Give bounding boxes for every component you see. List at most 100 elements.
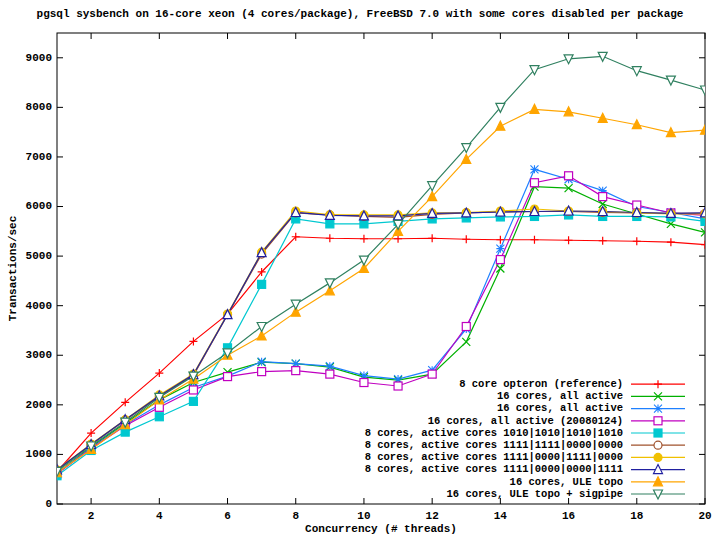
data-point — [496, 207, 505, 216]
y-tick-label: 3000 — [26, 349, 52, 361]
data-point — [257, 248, 266, 257]
legend-marker — [654, 477, 663, 486]
data-point — [496, 207, 504, 215]
legend-label: 16 cores, ULE topo + sigpipe — [447, 488, 623, 500]
y-tick — [57, 156, 705, 157]
data-point — [326, 211, 334, 219]
data-point — [428, 192, 437, 201]
y-tick-label: 7000 — [26, 151, 52, 163]
data-point — [224, 372, 232, 380]
data-point — [667, 238, 675, 246]
x-tick — [295, 33, 296, 504]
data-point — [462, 208, 471, 217]
legend-label: 16 cores, all active — [497, 390, 623, 402]
data-point — [428, 209, 436, 217]
data-point — [121, 418, 130, 427]
data-point — [701, 217, 705, 225]
data-point — [666, 76, 675, 85]
x-tick — [705, 33, 706, 504]
legend-marker — [654, 380, 662, 388]
data-point — [428, 370, 436, 378]
data-point — [223, 310, 232, 319]
y-tick-label: 9000 — [26, 52, 52, 64]
data-point — [496, 245, 504, 253]
series-line — [57, 56, 705, 471]
data-point — [666, 128, 675, 137]
y-tick — [57, 305, 705, 306]
data-point — [496, 208, 504, 216]
series-line — [57, 209, 705, 470]
data-point — [325, 279, 334, 288]
data-point — [121, 398, 129, 406]
x-tick-label: 12 — [426, 510, 439, 522]
data-point — [667, 209, 675, 217]
data-point — [394, 382, 402, 390]
data-point — [632, 207, 641, 216]
data-point — [360, 220, 368, 228]
data-point — [359, 211, 368, 220]
legend-marker — [654, 441, 662, 449]
data-point — [291, 207, 300, 216]
legend-marker — [654, 392, 662, 400]
data-point — [632, 120, 641, 129]
x-tick-label: 4 — [156, 510, 163, 522]
data-point — [428, 234, 436, 242]
y-tick-label: 1000 — [26, 448, 52, 460]
data-point — [530, 236, 538, 244]
data-point — [462, 338, 470, 346]
data-point — [462, 154, 471, 163]
legend-marker — [654, 490, 663, 499]
data-point — [121, 428, 129, 436]
data-point — [326, 234, 334, 242]
series-line — [57, 215, 705, 476]
data-point — [360, 379, 368, 387]
data-point — [87, 442, 96, 451]
data-point — [530, 179, 538, 187]
title: pgsql sysbench on 16-core xeon (4 cores/… — [37, 8, 684, 20]
data-point — [701, 86, 706, 95]
y-tick — [57, 355, 705, 356]
data-point — [701, 228, 705, 236]
data-point — [428, 370, 436, 378]
legend-label: 8 cores, active cores 1111|1111|0000|000… — [365, 439, 623, 451]
y-tick-label: 0 — [45, 498, 52, 510]
data-point — [189, 337, 197, 345]
data-point — [496, 256, 504, 264]
data-point — [258, 280, 266, 288]
data-point — [599, 237, 607, 245]
data-point — [155, 403, 163, 411]
series-line — [57, 169, 705, 473]
data-point — [57, 468, 62, 477]
plot-frame — [57, 33, 705, 504]
data-point — [258, 358, 266, 366]
y-tick — [57, 206, 705, 207]
data-point — [257, 323, 266, 332]
data-point — [599, 207, 607, 215]
data-point — [598, 206, 607, 215]
data-point — [496, 265, 504, 273]
data-point — [701, 241, 705, 249]
x-tick — [227, 33, 228, 504]
y-tick-label: 8000 — [26, 101, 52, 113]
data-point — [155, 369, 163, 377]
data-point — [632, 67, 641, 76]
x-tick-label: 6 — [224, 510, 231, 522]
legend-label: 8 cores, active cores 1010|1010|1010|101… — [365, 427, 623, 439]
series-line — [57, 109, 705, 472]
data-point — [224, 373, 232, 381]
legend-label: 16 cores, all active (20080124) — [428, 415, 623, 427]
x-tick-label: 14 — [494, 510, 508, 522]
data-point — [394, 220, 403, 229]
background — [0, 0, 720, 540]
data-point — [564, 55, 573, 64]
data-point — [462, 235, 470, 243]
y-tick — [57, 256, 705, 257]
x-tick-label: 18 — [630, 510, 644, 522]
data-point — [258, 248, 266, 256]
legend: 8 core opteron (reference)16 cores, all … — [365, 378, 685, 500]
data-point — [564, 107, 573, 116]
data-point — [633, 237, 641, 245]
data-point — [564, 206, 573, 215]
legend-label: 8 cores, active cores 1111|0000|0000|111… — [365, 463, 623, 475]
legend-label: 16 cores, all active — [497, 402, 623, 414]
